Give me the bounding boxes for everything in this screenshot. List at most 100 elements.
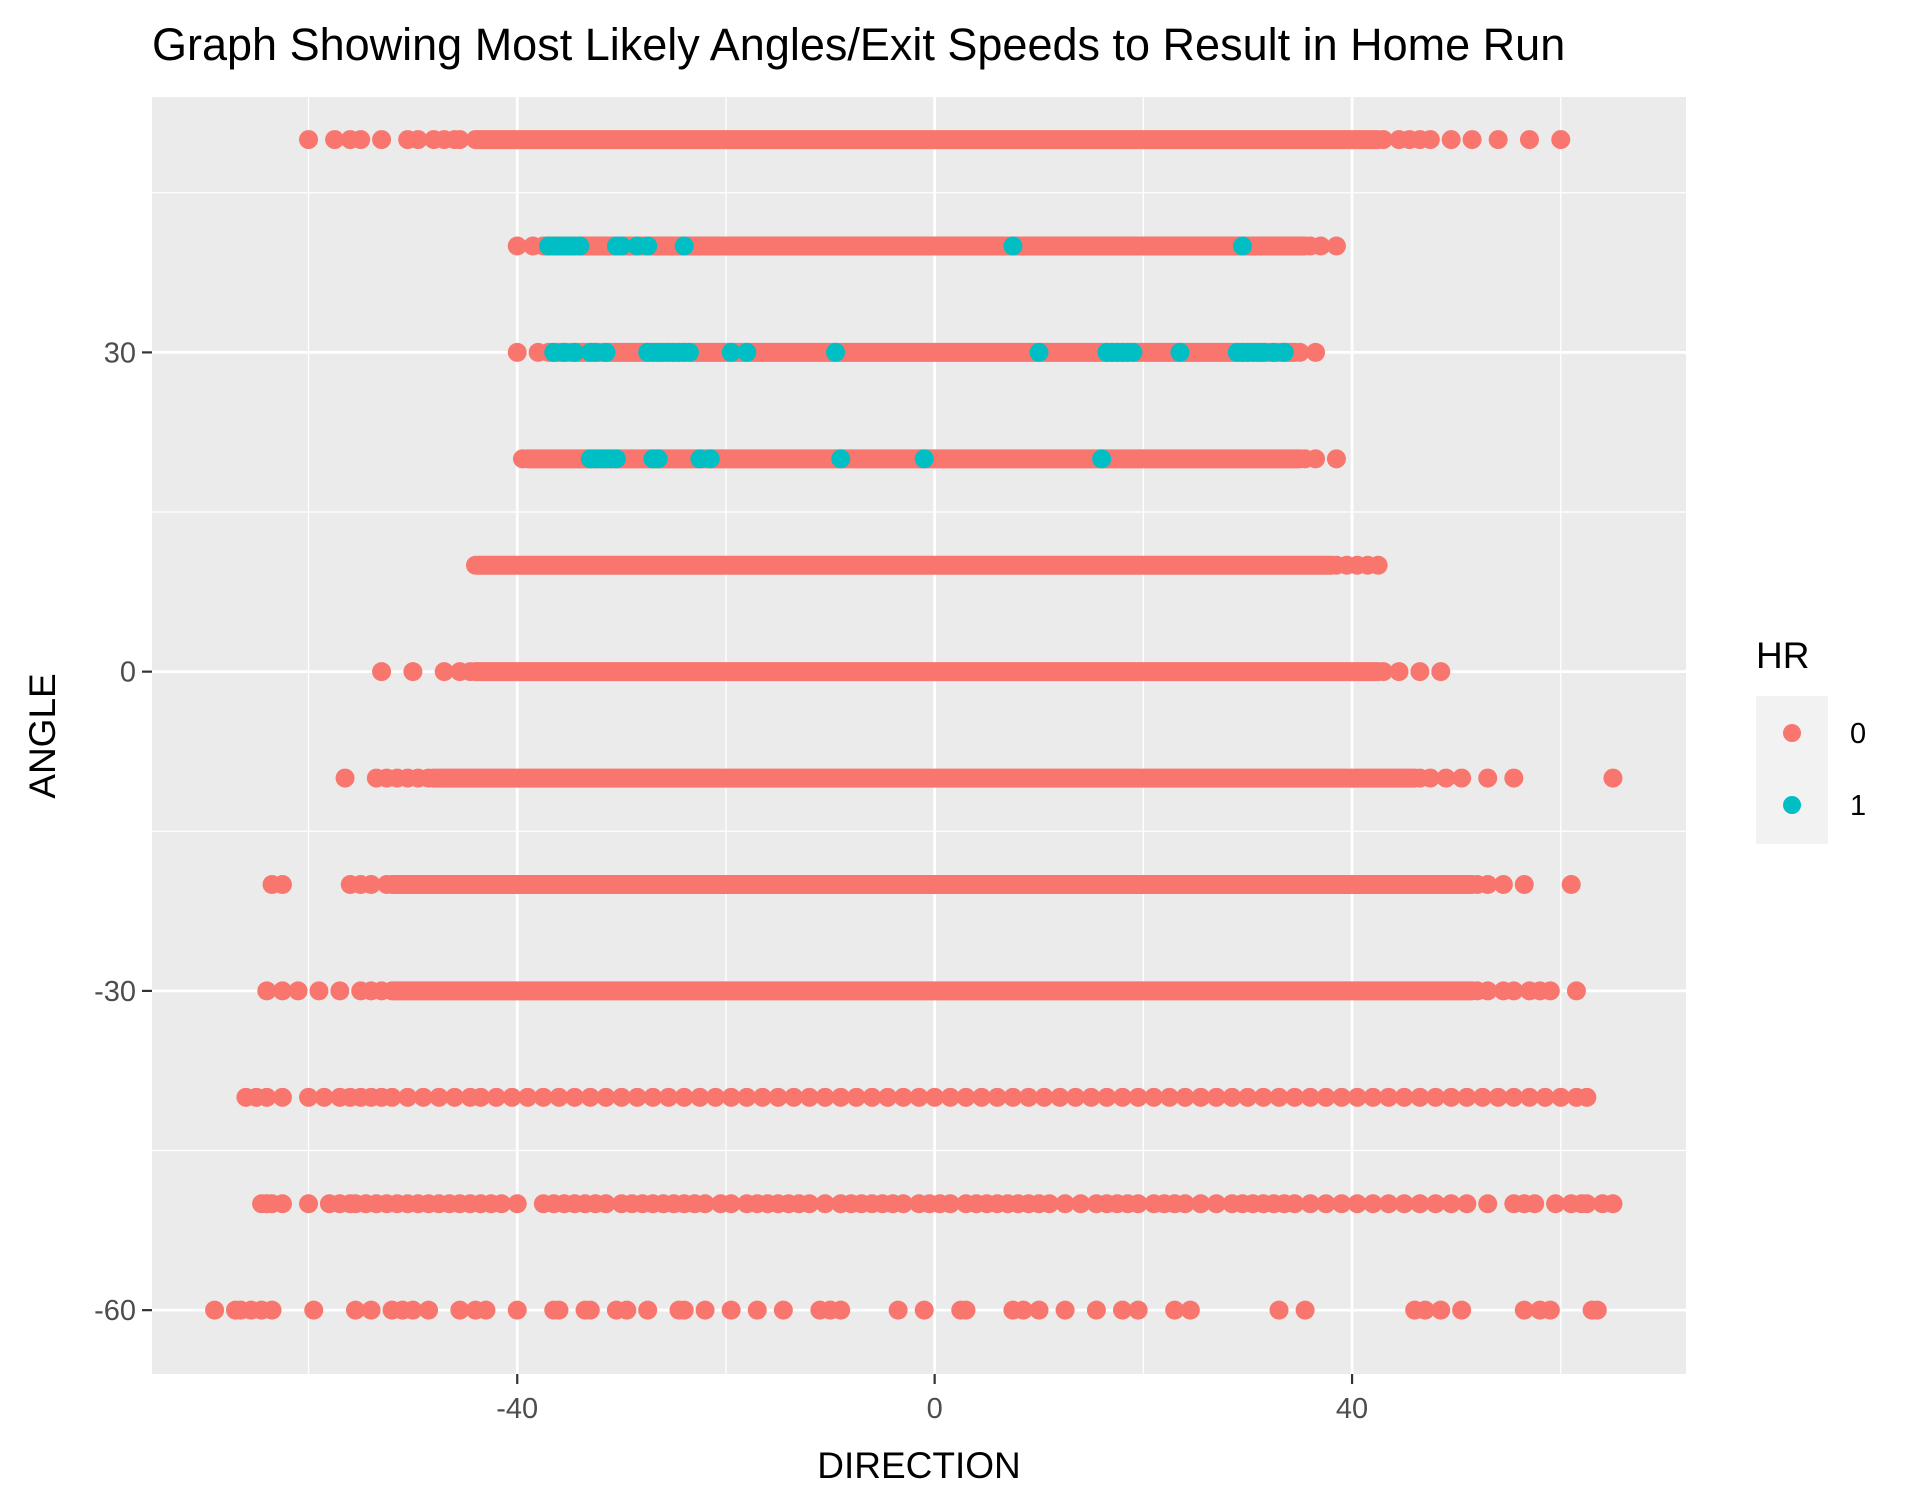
dense-point-band-hr0 xyxy=(465,130,1388,150)
chart-title: Graph Showing Most Likely Angles/Exit Sp… xyxy=(152,19,1565,70)
data-point-hr0 xyxy=(1013,1300,1033,1320)
dense-point-band-hr0 xyxy=(424,768,1425,788)
data-point-hr0 xyxy=(1326,236,1346,256)
data-point-hr0 xyxy=(492,1194,512,1214)
data-point-hr0 xyxy=(528,342,548,362)
data-point-hr0 xyxy=(299,130,319,150)
data-point-hr1 xyxy=(914,449,934,469)
data-point-hr0 xyxy=(1019,1087,1039,1107)
data-point-hr0 xyxy=(272,1194,292,1214)
data-point-hr1 xyxy=(721,342,741,362)
data-point-hr0 xyxy=(1373,662,1393,682)
data-point-hr0 xyxy=(1540,981,1560,1001)
data-point-hr1 xyxy=(565,342,585,362)
data-point-hr0 xyxy=(925,1087,945,1107)
data-point-hr0 xyxy=(445,1087,465,1107)
data-point-hr1 xyxy=(700,449,720,469)
data-point-hr0 xyxy=(768,1087,788,1107)
data-point-hr0 xyxy=(1055,1194,1075,1214)
data-point-hr1 xyxy=(612,236,632,256)
data-point-hr0 xyxy=(940,1194,960,1214)
data-point-hr0 xyxy=(1504,768,1524,788)
data-point-hr0 xyxy=(1410,1194,1430,1214)
dense-point-band-hr0 xyxy=(382,874,1482,894)
data-point-hr0 xyxy=(377,874,397,894)
data-point-hr0 xyxy=(1478,874,1498,894)
data-point-hr1 xyxy=(826,342,846,362)
data-point-hr0 xyxy=(784,1087,804,1107)
data-point-hr0 xyxy=(335,768,355,788)
data-point-hr0 xyxy=(1441,130,1461,150)
x-axis-label: DIRECTION xyxy=(817,1445,1021,1486)
data-point-hr1 xyxy=(648,449,668,469)
data-point-hr0 xyxy=(1488,130,1508,150)
data-point-hr0 xyxy=(690,1087,710,1107)
data-point-hr0 xyxy=(972,1087,992,1107)
data-point-hr0 xyxy=(1426,1194,1446,1214)
data-point-hr0 xyxy=(1332,1194,1352,1214)
data-point-hr0 xyxy=(1519,1087,1539,1107)
data-point-hr0 xyxy=(862,1087,882,1107)
data-point-hr0 xyxy=(1097,1087,1117,1107)
data-point-hr0 xyxy=(1128,1087,1148,1107)
data-point-hr0 xyxy=(1551,130,1571,150)
data-point-hr0 xyxy=(1478,768,1498,788)
data-point-hr0 xyxy=(549,1300,569,1320)
y-axis-label: ANGLE xyxy=(22,673,63,798)
data-point-hr0 xyxy=(580,1087,600,1107)
data-point-hr0 xyxy=(372,981,392,1001)
data-point-hr0 xyxy=(486,1087,506,1107)
data-point-hr0 xyxy=(914,1300,934,1320)
data-point-hr0 xyxy=(434,662,454,682)
data-point-hr0 xyxy=(1540,1300,1560,1320)
data-point-hr0 xyxy=(257,981,277,1001)
data-point-hr0 xyxy=(382,1087,402,1107)
data-point-hr0 xyxy=(361,1300,381,1320)
data-point-hr0 xyxy=(1326,449,1346,469)
data-points xyxy=(205,130,1623,1320)
data-point-hr0 xyxy=(1546,1194,1566,1214)
data-point-hr0 xyxy=(721,1300,741,1320)
data-point-hr0 xyxy=(1519,130,1539,150)
data-point-hr0 xyxy=(419,1300,439,1320)
data-point-hr0 xyxy=(1478,981,1498,1001)
data-point-hr0 xyxy=(351,130,371,150)
legend-key-hr1 xyxy=(1783,796,1801,814)
data-point-hr0 xyxy=(1452,768,1472,788)
data-point-hr0 xyxy=(617,1300,637,1320)
data-point-hr0 xyxy=(1332,1087,1352,1107)
data-point-hr0 xyxy=(1269,1300,1289,1320)
data-point-hr0 xyxy=(309,981,329,1001)
data-point-hr0 xyxy=(893,1087,913,1107)
y-tick-label: -30 xyxy=(94,976,136,1008)
data-point-hr0 xyxy=(1316,1087,1336,1107)
data-point-hr0 xyxy=(831,1087,851,1107)
data-point-hr1 xyxy=(674,236,694,256)
y-tick-label: 30 xyxy=(104,337,136,369)
legend-title: HR xyxy=(1756,635,1809,676)
data-point-hr0 xyxy=(1504,1087,1524,1107)
x-tick-label: 40 xyxy=(1336,1393,1368,1425)
data-point-hr0 xyxy=(878,1087,898,1107)
dense-point-band-hr0 xyxy=(518,449,1310,469)
data-point-hr0 xyxy=(1180,1300,1200,1320)
data-point-hr0 xyxy=(1347,1087,1367,1107)
data-point-hr0 xyxy=(1071,1194,1091,1214)
data-point-hr0 xyxy=(1551,1087,1571,1107)
data-point-hr0 xyxy=(1441,1087,1461,1107)
data-point-hr0 xyxy=(1086,1300,1106,1320)
data-point-hr1 xyxy=(737,342,757,362)
data-point-hr1 xyxy=(596,342,616,362)
data-point-hr0 xyxy=(831,1300,851,1320)
data-point-hr0 xyxy=(1603,1194,1623,1214)
data-point-hr0 xyxy=(940,1087,960,1107)
data-point-hr0 xyxy=(345,1300,365,1320)
data-point-hr0 xyxy=(403,1300,423,1320)
data-point-hr0 xyxy=(596,1194,616,1214)
data-point-hr0 xyxy=(1311,236,1331,256)
data-point-hr0 xyxy=(1306,449,1326,469)
data-point-hr0 xyxy=(1128,1300,1148,1320)
y-tick-label: -60 xyxy=(94,1295,136,1327)
data-point-hr1 xyxy=(1029,342,1049,362)
data-point-hr0 xyxy=(1269,1087,1289,1107)
